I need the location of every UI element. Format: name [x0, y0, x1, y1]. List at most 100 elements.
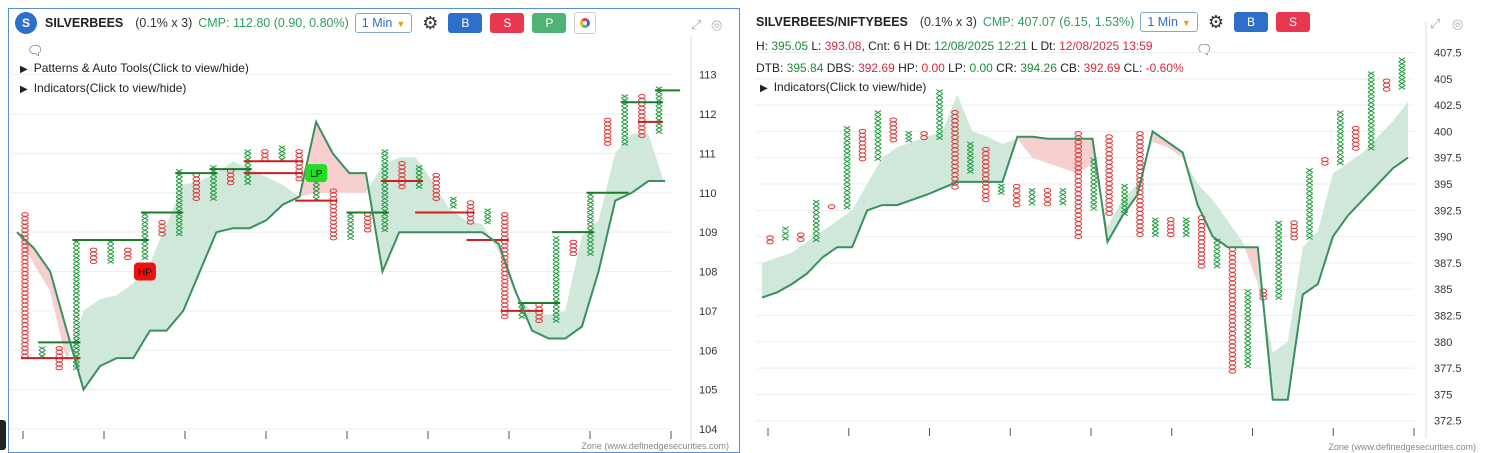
- pnf-x-box: [1306, 197, 1313, 203]
- sell-button[interactable]: S: [1275, 12, 1310, 32]
- buy-button[interactable]: B: [448, 13, 483, 33]
- patterns-toggle[interactable]: ▶ Patterns & Auto Tools(Click to view/hid…: [20, 61, 249, 75]
- pnf-x-box: [141, 251, 149, 257]
- info-segment: 392.69: [858, 61, 895, 75]
- pnf-x-box: [1336, 156, 1344, 162]
- pnf-o-box: [21, 220, 29, 225]
- timeframe-select[interactable]: 1 Min ▼: [354, 13, 413, 33]
- pnf-x-box: [1336, 160, 1344, 166]
- pnf-x-box: [1151, 221, 1159, 226]
- pnf-x-box: [1336, 110, 1344, 115]
- pnf-x-box: [210, 184, 217, 190]
- pnf-x-box: [1306, 210, 1313, 215]
- pnf-x-box: [347, 227, 355, 233]
- sell-button[interactable]: S: [490, 13, 525, 33]
- band-fill: [166, 184, 184, 331]
- symbol-name[interactable]: SILVERBEES: [45, 16, 124, 30]
- pnf-o-box: [603, 129, 612, 135]
- y-tick-label: 402.5: [1434, 100, 1462, 112]
- pnf-x-box: [72, 255, 80, 260]
- band-fill: [482, 224, 499, 252]
- pnf-x-box: [843, 204, 851, 210]
- comment-icon[interactable]: 🗨: [1196, 42, 1213, 57]
- pnf-x-box: [1398, 77, 1406, 82]
- pnf-x-box: [1121, 195, 1128, 201]
- pnf-x-box: [1367, 116, 1375, 122]
- pnf-x-box: [812, 224, 820, 230]
- chart-panel-ratio: SILVERBEES/NIFTYBEES (0.1% x 3) CMP: 407…: [748, 8, 1486, 453]
- color-wheel-button[interactable]: [574, 12, 597, 34]
- pnf-x-box: [415, 172, 423, 178]
- pnf-x-box: [347, 235, 355, 241]
- pnf-x-box: [1306, 214, 1313, 220]
- pnf-o-box: [466, 204, 475, 209]
- pnf-o-box: [1105, 211, 1113, 216]
- pnf-x-box: [38, 346, 46, 351]
- lp-badge: [305, 164, 328, 183]
- pnf-x-box: [966, 141, 974, 147]
- pnf-o-box: [500, 290, 509, 296]
- pnf-x-box: [621, 133, 629, 138]
- pnf-x-box: [966, 145, 974, 151]
- pnf-x-box: [1367, 100, 1375, 105]
- y-tick-label: 377.5: [1434, 363, 1462, 375]
- chart-header: S SILVERBEES (0.1% x 3) CMP: 112.80 (0.9…: [15, 11, 597, 35]
- expand-icon[interactable]: ⤢: [1430, 16, 1441, 31]
- pnf-x-box: [1090, 169, 1098, 175]
- pnf-o-box: [21, 302, 29, 308]
- gear-icon[interactable]: ⚙: [422, 12, 439, 33]
- band-fill: [83, 299, 101, 390]
- pnf-chart-silverbees[interactable]: 104 105 106 107 108 109 110 111 112 113 HP LP: [9, 9, 739, 452]
- pnf-x-box: [843, 163, 851, 169]
- pnf-x-box: [812, 207, 820, 213]
- pnf-x-box: [72, 302, 80, 308]
- settings-circle-icon[interactable]: ◎: [1452, 16, 1464, 31]
- indicators-toggle[interactable]: ▶ Indicators(Click to view/hide): [760, 80, 926, 94]
- pnf-x-box: [1121, 203, 1128, 209]
- pnf-x-box: [1367, 145, 1375, 151]
- pnf-o-box: [89, 247, 98, 253]
- info-segment: DBS:: [823, 61, 859, 75]
- pnf-o-box: [858, 128, 867, 134]
- pnf-x-box: [936, 89, 944, 94]
- pnf-x-box: [175, 184, 183, 190]
- pnf-o-box: [21, 334, 29, 339]
- pnf-x-box: [966, 153, 974, 159]
- timeframe-select[interactable]: 1 Min ▼: [1140, 12, 1198, 32]
- comment-icon[interactable]: 🗨: [27, 43, 44, 58]
- pnf-o-box: [1197, 247, 1206, 253]
- pnf-o-box: [603, 117, 612, 123]
- expand-icon[interactable]: ⤢: [691, 17, 702, 32]
- pnf-o-box: [55, 361, 64, 367]
- pnf-o-box: [1228, 267, 1237, 273]
- pnf-x-box: [381, 204, 389, 209]
- pnf-x-box: [1090, 181, 1098, 187]
- pnf-x-box: [1275, 224, 1283, 230]
- pnf-x-box: [381, 149, 389, 154]
- pnf-o-box: [363, 227, 372, 233]
- pnf-o-box: [21, 216, 29, 221]
- p-button[interactable]: P: [532, 13, 567, 33]
- buy-button[interactable]: B: [1233, 12, 1268, 32]
- pnf-o-box: [1136, 152, 1144, 158]
- pnf-o-box: [603, 137, 612, 142]
- lp-badge-label: LP: [310, 169, 323, 180]
- pnf-chart-ratio[interactable]: 372.5 375 377.5 380 382.5 385 387.5 390 392.5 395…: [748, 8, 1486, 453]
- settings-circle-icon[interactable]: ◎: [711, 17, 723, 32]
- indicators-toggle[interactable]: ▶ Indicators(Click to view/hide): [20, 81, 186, 95]
- band-fill: [927, 131, 943, 195]
- pnf-x-box: [1306, 167, 1313, 173]
- pnf-o-box: [1351, 145, 1360, 151]
- symbol-name[interactable]: SILVERBEES/NIFTYBEES: [756, 15, 908, 29]
- pnf-o-box: [21, 231, 29, 237]
- pnf-o-box: [1382, 82, 1391, 88]
- pnf-x-box: [1336, 143, 1344, 149]
- pnf-x-box: [1028, 187, 1036, 193]
- band-fill: [1167, 141, 1183, 158]
- pnf-x-box: [1336, 114, 1344, 120]
- pnf-x-box: [587, 212, 594, 217]
- pnf-x-box: [552, 247, 560, 253]
- band-fill: [216, 161, 233, 233]
- pnf-x-box: [552, 306, 560, 312]
- gear-icon[interactable]: ⚙: [1207, 11, 1224, 32]
